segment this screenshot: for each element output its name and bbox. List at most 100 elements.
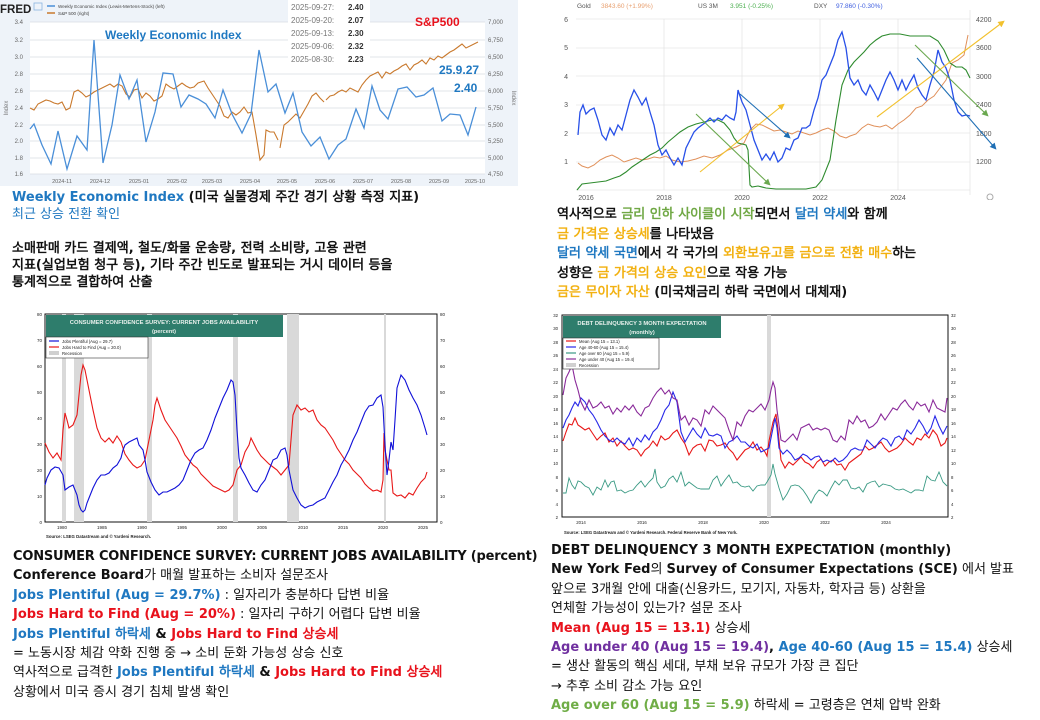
gold-xtick: 2018 [656, 195, 672, 200]
wei-ytick: 1.6 [15, 172, 24, 178]
debt-desc-line-7: = 생산 활동의 핵심 세대, 부채 보유 규모가 가장 큰 집단 [551, 659, 859, 675]
debt-legend-under-40: Age under 40 (Aug 15 = 19.4) [579, 357, 635, 362]
jobs-legend-hard: Jobs Hard to Find (Aug = 20.0) [62, 345, 121, 350]
jobs-chart-source: Source: LSEG Datastream and © Yardeni Re… [46, 534, 151, 539]
wei-ytick-right: 6,000 [488, 89, 504, 95]
jobs-ytick-right: 10 [440, 494, 445, 499]
debt-ytick: 18 [553, 407, 558, 412]
debt-desc-line-3: 앞으로 3개월 안에 대출(신용카드, 모기지, 자동차, 학자금 등) 상환을 [551, 581, 926, 597]
jobs-description: CONSUMER CONFIDENCE SURVEY: CURRENT JOBS… [13, 547, 538, 702]
debt-ytick-right: 30 [951, 326, 956, 331]
debt-ytick: 20 [553, 394, 558, 399]
jobs-ytick-right: 20 [440, 468, 445, 473]
wei-table-date: 2025-09-13: [291, 29, 334, 38]
gold-ytick-left: 6 [564, 17, 568, 24]
debt-legend-recession: Recession [579, 363, 599, 368]
wei-ytick-right: 5,000 [488, 156, 504, 162]
debt-legend-mean: Mean (Aug 15 = 13.1) [579, 339, 620, 344]
wei-desc-line-5: 통계적으로 결합하여 산출 [12, 275, 153, 290]
wei-table-value: 2.30 [348, 29, 364, 38]
wei-desc-line-4: 지표(실업보험 청구 등), 기타 주간 빈도로 발표되는 거시 데이터 등을 [12, 258, 393, 273]
jobs-xtick: 2005 [257, 525, 268, 530]
gold-legend-name: Gold [577, 3, 591, 10]
wei-value-overlay: 2.40 [454, 81, 478, 95]
wei-chart: 3.4 3.2 3.0 2.8 2.6 2.4 2.2 2.0 1.8 1.6 … [0, 0, 518, 186]
gold-ytick-right: 3000 [976, 74, 992, 81]
wei-ylabel-left: Index [4, 101, 10, 116]
wei-table-date: 2025-09-27: [291, 3, 334, 12]
gold-ytick-left: 1 [564, 159, 568, 166]
debt-ytick: 2 [556, 515, 559, 520]
wei-xtick: 2025-07 [353, 179, 373, 185]
wei-ytick-right: 5,750 [488, 106, 504, 112]
jobs-desc-line-4: Jobs Hard to Find (Aug = 20%) : 일자리 구하기 … [13, 607, 421, 623]
gold-ytick-right: 4200 [976, 17, 992, 24]
wei-ytick: 3.4 [15, 20, 24, 26]
jobs-desc-line-3: Jobs Plentiful (Aug = 29.7%) : 일자리가 충분하다… [13, 587, 390, 603]
dxy-legend-value: 97.860 (-0.30%) [836, 3, 883, 10]
jobs-chart: CONSUMER CONFIDENCE SURVEY: CURRENT JOBS… [35, 310, 446, 540]
jobs-xtick: 1985 [97, 525, 108, 530]
wei-ytick-right: 7,000 [488, 20, 504, 26]
debt-ytick: 12 [553, 448, 558, 453]
debt-desc-line-1: DEBT DELINQUENCY 3 MONTH EXPECTATION (mo… [551, 543, 952, 558]
jobs-xtick: 2015 [338, 525, 349, 530]
gold-chart: Gold 3843.60 (+1.99%) US 3M 3.951 (-0.25… [540, 0, 1040, 202]
jobs-ytick: 20 [37, 468, 43, 473]
jobs-ytick: 0 [39, 520, 42, 525]
debt-xtick: 2020 [759, 520, 769, 525]
wei-ytick-right: 6,500 [488, 55, 504, 61]
wei-description: Weekly Economic Index (미국 실물경제 주간 경기 상황 … [12, 189, 419, 291]
wei-desc-line-2: 최근 상승 전환 확인 [12, 207, 121, 222]
jobs-desc-line-6: = 노동시장 체감 약화 진행 중 → 소비 둔화 가능성 상승 신호 [13, 646, 344, 662]
jobs-desc-line-2: Conference Board가 매월 발표하는 소비자 설문조사 [13, 568, 329, 584]
jobs-ytick-right: 40 [440, 416, 445, 421]
jobs-ytick-right: 70 [440, 338, 445, 343]
wei-desc-line-1: Weekly Economic Index (미국 실물경제 주간 경기 상황 … [12, 189, 419, 206]
wei-desc-highlight: Weekly Economic Index [12, 190, 185, 205]
debt-xtick: 2018 [698, 520, 708, 525]
wei-xtick: 2025-06 [315, 179, 335, 185]
debt-desc-line-9: Age over 60 (Aug 15 = 5.9) 하락세 = 고령층은 연체… [551, 698, 941, 714]
wei-ytick: 2.6 [15, 89, 24, 95]
wei-legend-label: Weekly Economic Index (Lewis-Mertens-Sto… [58, 4, 165, 9]
wei-ytick: 2.2 [15, 123, 24, 129]
wei-desc-line-3: 소매판매 카드 결제액, 철도/화물 운송량, 전력 소비량, 고용 관련 [12, 241, 367, 256]
jobs-ytick: 10 [37, 494, 43, 499]
jobs-xtick: 2025 [418, 525, 429, 530]
debt-ytick-right: 10 [951, 461, 956, 466]
jobs-xtick: 1990 [137, 525, 148, 530]
jobs-ytick-right: 80 [440, 312, 445, 317]
debt-chart-svg: DEBT DELINQUENCY 3 MONTH EXPECTATION (mo… [553, 313, 956, 535]
wei-table-value: 2.23 [348, 55, 364, 64]
debt-ytick-right: 28 [951, 340, 956, 345]
debt-ytick: 16 [553, 421, 558, 426]
gold-xtick: 2022 [812, 195, 828, 200]
wei-xtick: 2025-03 [202, 179, 222, 185]
debt-legend-40-60: Age 40-60 (Aug 15 = 15.4) [579, 345, 629, 350]
gold-ytick-left: 5 [564, 45, 568, 52]
fred-logo: FRED [0, 4, 31, 16]
wei-table-date: 2025-09-20: [291, 16, 334, 25]
wei-ytick: 1.8 [15, 156, 24, 162]
wei-table-date: 2025-09-06: [291, 42, 334, 51]
gold-desc-line-1: 역사적으로 금리 인하 사이클이 시작되면서 달러 약세와 함께 [557, 207, 888, 222]
wei-ytick-right: 5,500 [488, 123, 504, 129]
debt-ytick: 10 [553, 461, 558, 466]
jobs-ytick-right: 0 [440, 520, 443, 525]
gold-ytick-right: 1200 [976, 159, 992, 166]
wei-ytick-right: 6,750 [488, 38, 504, 44]
debt-chart-subtitle: (monthly) [629, 330, 655, 336]
debt-ytick: 24 [553, 367, 558, 372]
wei-ytick: 2.8 [15, 72, 24, 78]
gold-desc-line-4: 성향은 금 가격의 상승 요인으로 작용 가능 [557, 265, 788, 281]
gold-chart-svg: Gold 3843.60 (+1.99%) US 3M 3.951 (-0.25… [564, 3, 1005, 202]
debt-ytick: 8 [556, 475, 559, 480]
jobs-ytick: 70 [37, 338, 43, 343]
debt-ytick-right: 6 [951, 488, 954, 493]
settings-icon[interactable] [986, 193, 994, 201]
wei-xtick: 2025-08 [391, 179, 411, 185]
jobs-ytick: 50 [37, 390, 43, 395]
debt-ytick: 4 [556, 502, 559, 507]
debt-ytick-right: 20 [951, 394, 956, 399]
